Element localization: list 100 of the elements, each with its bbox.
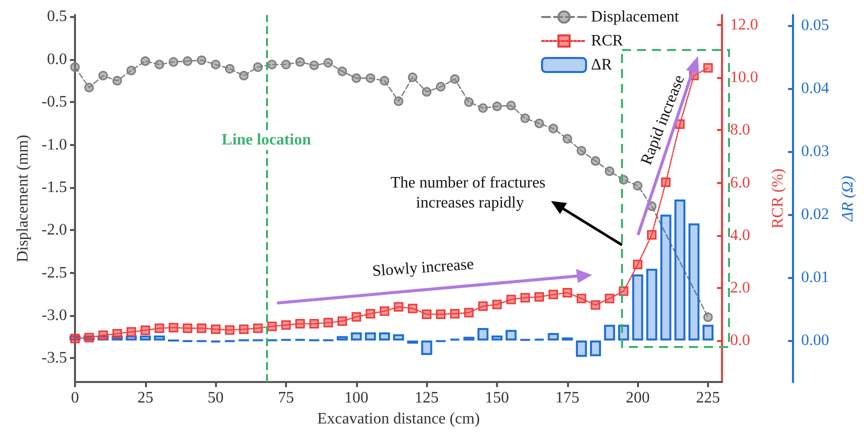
bar [506,330,517,341]
y2-tick-label: 4.0 [730,226,750,244]
point [323,318,333,328]
point [224,325,234,335]
y3-tick-label: 0.04 [801,80,830,98]
point [604,294,614,304]
bar [492,336,503,341]
bar [477,328,488,341]
bar [660,214,672,341]
y-tick-label: 0.5 [47,8,67,26]
x-axis-title: Excavation distance (cm) [317,410,480,428]
point [253,323,263,333]
bar [702,324,714,341]
point [84,82,94,92]
point [154,323,164,333]
y-tick-label: -0.5 [42,94,67,111]
bar [421,340,432,356]
point [380,306,390,316]
ref-line-label: Line location [222,132,312,148]
point [267,322,277,332]
x-tick-label: 150 [485,390,510,407]
annotation: Slowly increase [372,256,474,280]
point [534,118,544,128]
y2-axis-title: RCR (%) [770,168,787,229]
point [352,312,362,322]
y-tick-label: -3.5 [42,350,67,367]
point [295,57,305,67]
y3-tick-label: 0.02 [801,206,830,224]
y-tick-label: -1.0 [42,136,67,154]
point [84,332,94,342]
bar [336,336,348,341]
point [70,62,80,72]
point [450,308,460,318]
point [253,62,263,72]
point [464,97,474,107]
bar [604,324,616,341]
bar [646,268,658,341]
bar [364,332,376,341]
point [562,134,572,144]
point [168,57,178,67]
point [703,63,713,73]
x-tick-label: 25 [137,390,154,407]
y3-tick-label: 0.05 [801,17,830,34]
point [210,60,220,70]
y2-tick-label: 10.0 [730,69,758,86]
bar [154,336,165,341]
y-tick-label: 0.0 [47,50,67,68]
point [408,304,418,314]
x-tick-label: 175 [555,390,580,407]
x-tick-label: 125 [414,390,439,407]
point [408,72,418,82]
point [422,87,432,97]
point [140,326,150,336]
point [632,180,642,190]
point [98,70,108,80]
bar [378,332,390,341]
y-tick-label: -2.0 [42,222,67,239]
point [196,323,206,333]
y2-tick-label: 6.0 [730,174,750,192]
point [548,124,558,134]
point [338,316,348,326]
y2-tick-label: 0.0 [730,332,750,350]
x-tick-label: 50 [208,390,224,407]
legend-label: Displacement [591,8,680,26]
point [632,260,642,270]
point [140,56,150,66]
point [281,320,291,330]
point [309,60,319,70]
point [323,58,333,68]
point [534,292,544,302]
point [436,82,446,92]
point [352,73,362,83]
y3-tick-label: 0.03 [801,143,830,160]
point [126,66,136,76]
x-tick-label: 100 [344,390,368,407]
point [478,301,488,311]
bar [674,199,686,341]
point [154,60,164,70]
y-tick-label: -2.5 [42,264,67,282]
y2-tick-label: 8.0 [730,122,750,139]
point [182,56,192,66]
point [576,146,586,156]
point [492,102,502,112]
point [98,330,108,340]
point [70,334,80,344]
point [394,302,404,312]
point [239,324,249,334]
point [267,60,277,70]
x-tick-label: 225 [696,390,720,407]
point [450,74,460,84]
point [309,318,319,328]
bar [393,334,404,341]
point [168,322,178,332]
point [338,66,348,76]
point [661,177,671,187]
y-axis-title: Displacement (mm) [14,134,32,262]
point [618,286,628,296]
x-tick-label: 75 [278,390,294,407]
y3-axis-title: ΔR (Ω) [840,176,856,222]
point [436,310,446,320]
